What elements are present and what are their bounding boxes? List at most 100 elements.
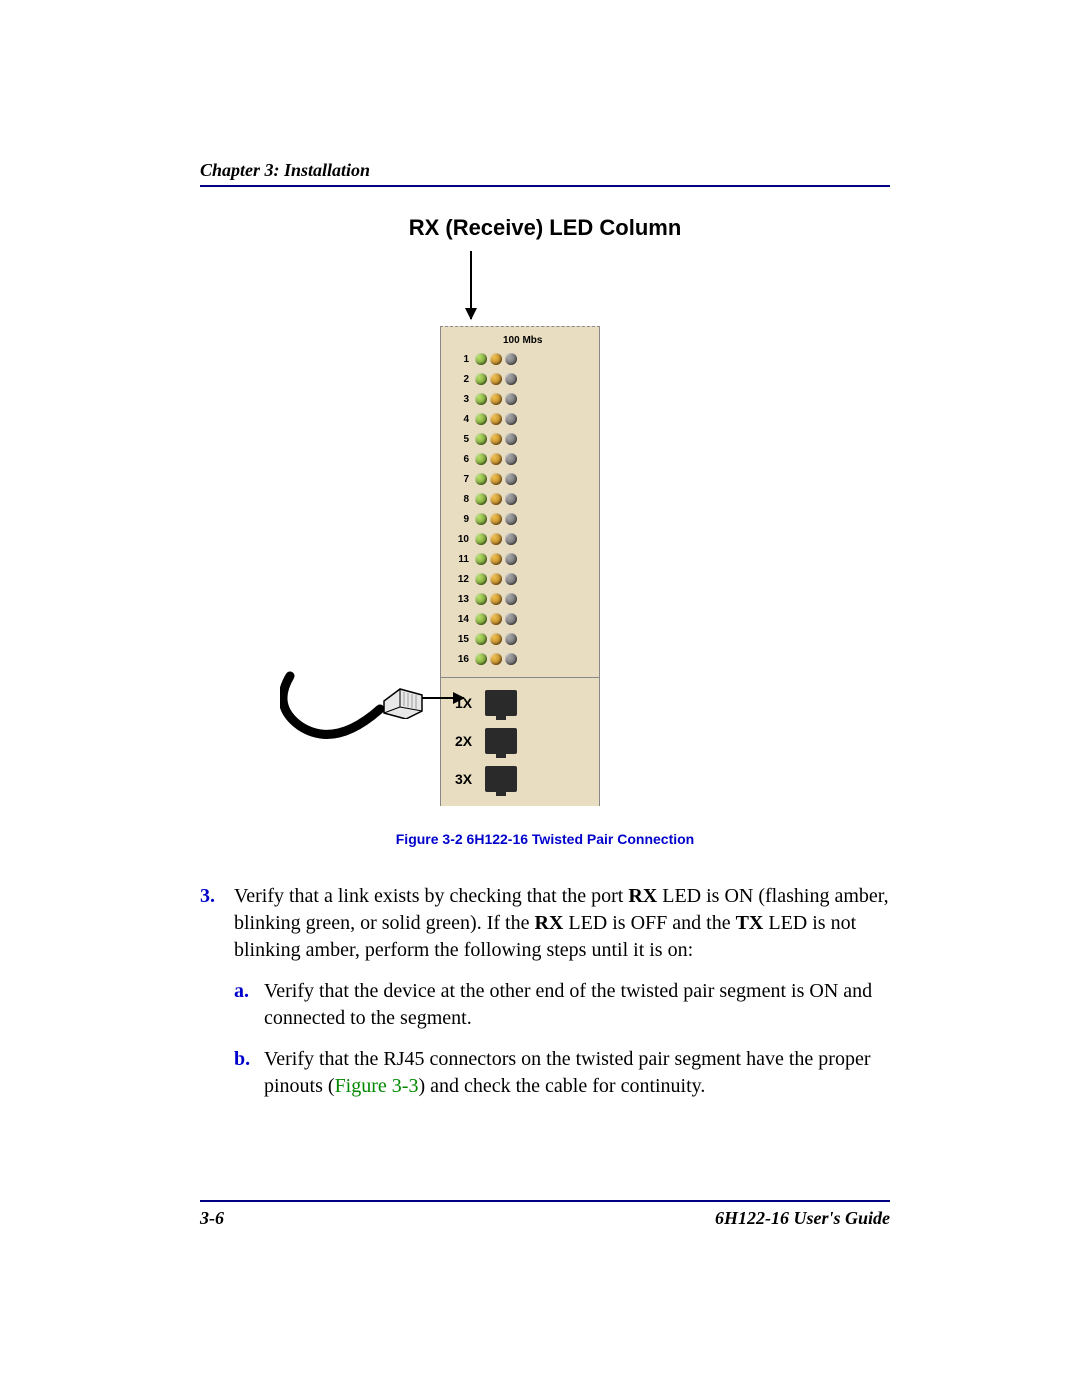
led-row: 6 [453,449,520,469]
led-row: 1 [453,349,520,369]
substep-a: a. Verify that the device at the other e… [234,978,890,1032]
off-led-icon [505,573,517,585]
port-row: 2X [441,722,599,760]
led-row: 3 [453,389,520,409]
amber-led-icon [490,453,502,465]
off-led-icon [505,393,517,405]
green-led-icon [475,473,487,485]
chapter-title: Installation [284,160,370,180]
off-led-icon [505,353,517,365]
guide-title: 6H122-16 User's Guide [715,1208,890,1229]
led-row-number: 16 [453,654,469,665]
led-row-number: 12 [453,574,469,585]
led-row: 5 [453,429,520,449]
led-row: 11 [453,549,520,569]
amber-led-icon [490,393,502,405]
green-led-icon [475,653,487,665]
figure-xref[interactable]: Figure 3-3 [335,1075,419,1097]
port-label: 2X [455,733,485,749]
green-led-icon [475,413,487,425]
cable-assembly [280,671,430,746]
led-row-number: 8 [453,494,469,505]
rj45-connector-icon [382,681,426,724]
led-row-number: 3 [453,394,469,405]
led-row-number: 2 [453,374,469,385]
led-row: 9 [453,509,520,529]
led-row-number: 10 [453,534,469,545]
amber-led-icon [490,573,502,585]
step-text: Verify that a link exists by checking th… [234,885,889,961]
t: Verify that a link exists by checking th… [234,885,628,907]
amber-led-icon [490,593,502,605]
off-led-icon [505,613,517,625]
step-number: 3. [200,883,234,1100]
led-row: 15 [453,629,520,649]
led-rows: 12345678910111213141516 [453,349,520,669]
off-led-icon [505,553,517,565]
led-row: 8 [453,489,520,509]
green-led-icon [475,393,487,405]
green-led-icon [475,573,487,585]
led-row-number: 4 [453,414,469,425]
led-row-number: 14 [453,614,469,625]
amber-led-icon [490,513,502,525]
rj45-port-icon [485,690,517,716]
rj45-port-icon [485,728,517,754]
led-row: 7 [453,469,520,489]
led-row: 12 [453,569,520,589]
amber-led-icon [490,413,502,425]
led-row-number: 15 [453,634,469,645]
green-led-icon [475,513,487,525]
speed-label: 100 Mbs [503,335,542,346]
amber-led-icon [490,493,502,505]
off-led-icon [505,373,517,385]
page-number: 3-6 [200,1208,224,1229]
led-row: 14 [453,609,520,629]
green-led-icon [475,453,487,465]
page-content: Chapter 3: Installation RX (Receive) LED… [200,160,890,1118]
step-3: 3. Verify that a link exists by checking… [200,883,890,1100]
green-led-icon [475,553,487,565]
substep-num: b. [234,1046,264,1100]
led-row: 2 [453,369,520,389]
amber-led-icon [490,433,502,445]
amber-led-icon [490,373,502,385]
green-led-icon [475,373,487,385]
chapter-prefix: Chapter 3: [200,160,280,180]
led-row-number: 7 [453,474,469,485]
amber-led-icon [490,353,502,365]
figure-diagram: 100 Mbs 12345678910111213141516 1X2X3X [200,251,890,811]
led-row: 16 [453,649,520,669]
substep-body: Verify that the RJ45 connectors on the t… [264,1046,890,1100]
green-led-icon [475,533,487,545]
bold-tx: TX [736,912,764,934]
led-row-number: 11 [453,554,469,565]
green-led-icon [475,613,487,625]
t: ) and check the cable for continuity. [418,1075,705,1097]
off-led-icon [505,453,517,465]
amber-led-icon [490,653,502,665]
off-led-icon [505,493,517,505]
led-row: 4 [453,409,520,429]
port-label: 3X [455,771,485,787]
substep-b: b. Verify that the RJ45 connectors on th… [234,1046,890,1100]
led-row-number: 1 [453,354,469,365]
instruction-list: 3. Verify that a link exists by checking… [200,883,890,1100]
green-led-icon [475,433,487,445]
arrow-right-icon [422,697,464,699]
amber-led-icon [490,633,502,645]
led-row-number: 13 [453,594,469,605]
led-row: 13 [453,589,520,609]
step-body: Verify that a link exists by checking th… [234,883,890,1100]
page-footer: 3-6 6H122-16 User's Guide [200,1200,890,1229]
led-row-number: 6 [453,454,469,465]
amber-led-icon [490,533,502,545]
arrow-down-icon [470,251,472,319]
off-led-icon [505,533,517,545]
green-led-icon [475,633,487,645]
led-row-number: 9 [453,514,469,525]
rj45-port-icon [485,766,517,792]
port-row: 3X [441,760,599,798]
bold-rx: RX [628,885,657,907]
off-led-icon [505,593,517,605]
